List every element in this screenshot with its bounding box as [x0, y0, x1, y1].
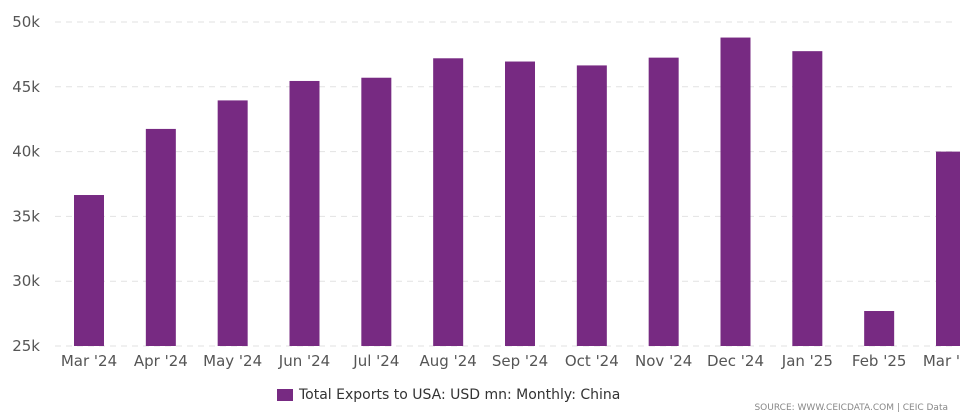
- bar[interactable]: [289, 80, 320, 346]
- x-tick-label: Aug '24: [420, 352, 477, 370]
- bar[interactable]: [936, 151, 960, 346]
- legend[interactable]: Total Exports to USA: USD mn: Monthly: C…: [277, 385, 620, 405]
- bar[interactable]: [576, 65, 607, 346]
- bar[interactable]: [792, 51, 823, 346]
- x-tick-label: Jul '24: [352, 352, 399, 370]
- y-tick-label: 25k: [12, 337, 40, 355]
- y-tick-label: 40k: [12, 143, 40, 161]
- bar[interactable]: [145, 128, 176, 346]
- bar[interactable]: [505, 61, 535, 346]
- x-tick-label: May '24: [203, 352, 262, 370]
- y-tick-label: 35k: [12, 207, 40, 225]
- bar[interactable]: [74, 195, 104, 346]
- y-tick-label: 30k: [12, 272, 40, 290]
- legend-swatch: [277, 389, 293, 401]
- source-credit: SOURCE: WWW.CEICDATA.COM | CEIC Data: [754, 403, 948, 413]
- x-axis: Mar '24 Apr '24 May '24 Jun '24 Jul '24 Aug '…: [61, 352, 960, 370]
- x-tick-label: Apr '24: [134, 352, 188, 370]
- x-tick-label: Jan '25: [781, 352, 833, 370]
- x-tick-label: Jun '24: [278, 352, 330, 370]
- x-tick-label: Mar '24: [61, 352, 117, 370]
- bar[interactable]: [864, 311, 895, 346]
- x-tick-label: Sep '24: [492, 352, 548, 370]
- x-tick-label: Dec '24: [707, 352, 764, 370]
- legend-label: Total Exports to USA: USD mn: Monthly: C…: [299, 387, 621, 403]
- x-tick-label: Oct '24: [565, 352, 619, 370]
- x-tick-label: Feb '25: [852, 352, 907, 370]
- bars-layer: [74, 37, 960, 347]
- y-axis: 25k 30k 35k 40k 45k 50k: [12, 13, 40, 355]
- x-tick-label: Nov '24: [635, 352, 692, 370]
- y-tick-label: 45k: [12, 78, 40, 96]
- bar[interactable]: [217, 100, 248, 347]
- bar[interactable]: [433, 58, 464, 347]
- bar[interactable]: [720, 37, 751, 346]
- bar[interactable]: [648, 57, 679, 346]
- x-tick-label: Mar '25: [923, 352, 960, 370]
- bar[interactable]: [361, 77, 392, 346]
- y-tick-label: 50k: [12, 13, 40, 31]
